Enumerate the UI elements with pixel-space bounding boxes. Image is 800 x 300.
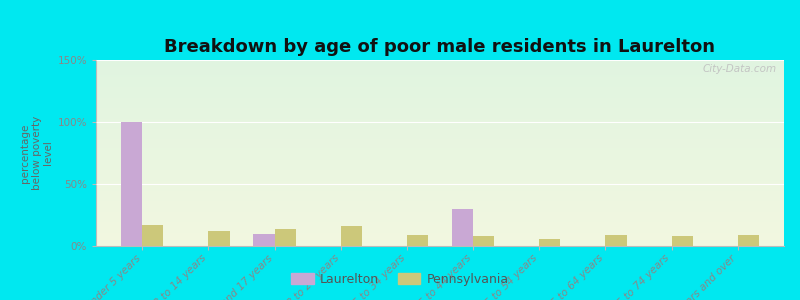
Bar: [407, 235, 428, 246]
Bar: [254, 234, 274, 246]
Bar: [606, 235, 626, 246]
Bar: [142, 225, 163, 246]
Bar: [121, 122, 142, 246]
Bar: [274, 229, 296, 246]
Bar: [473, 236, 494, 246]
Bar: [209, 231, 230, 246]
Bar: [452, 209, 473, 246]
Bar: [539, 238, 561, 246]
Y-axis label: percentage
below poverty
level: percentage below poverty level: [20, 116, 53, 190]
Bar: [738, 235, 759, 246]
Text: City-Data.com: City-Data.com: [703, 64, 777, 74]
Bar: [341, 226, 362, 246]
Bar: [671, 236, 693, 246]
Legend: Laurelton, Pennsylvania: Laurelton, Pennsylvania: [286, 268, 514, 291]
Title: Breakdown by age of poor male residents in Laurelton: Breakdown by age of poor male residents …: [165, 38, 715, 56]
